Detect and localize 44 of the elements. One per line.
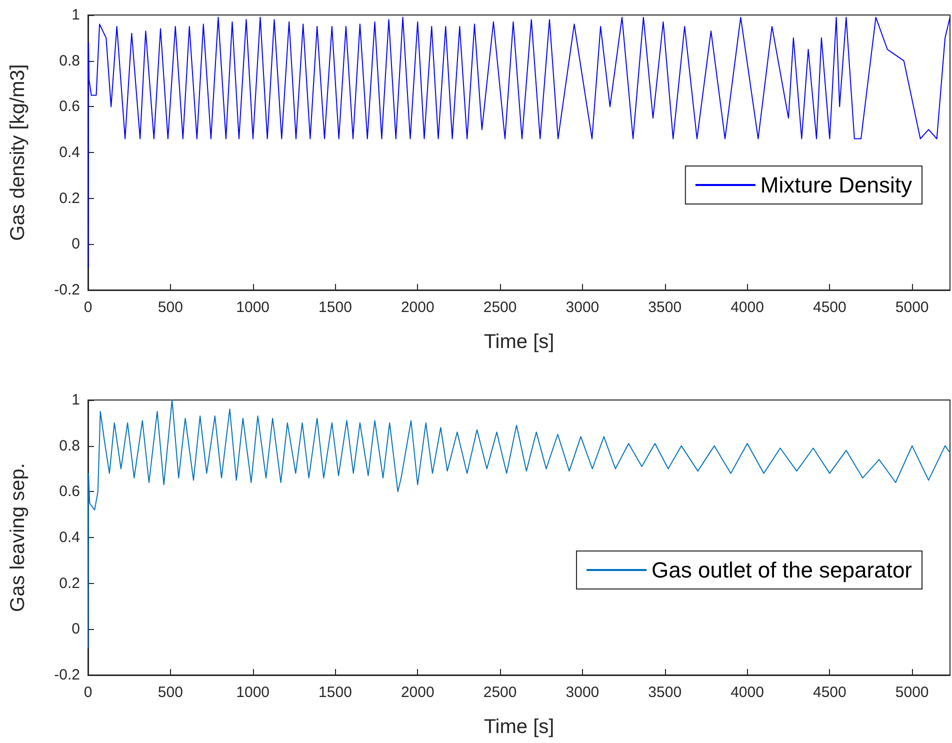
- y-axis-title: Gas density [kg/m3]: [7, 64, 29, 241]
- x-tick-label: 500: [158, 299, 183, 316]
- x-tick-label: 4500: [812, 684, 846, 701]
- y-tick-label: 0: [72, 236, 80, 253]
- x-axis-title: Time [s]: [484, 716, 554, 738]
- y-axis-title: Gas leaving sep.: [7, 463, 29, 612]
- y-tick-label: -0.2: [54, 666, 80, 684]
- y-tick-label: -0.2: [54, 282, 80, 298]
- y-tick-label: 0.6: [59, 483, 80, 500]
- x-tick-label: 1500: [318, 299, 352, 316]
- x-tick-label: 5000: [895, 684, 929, 701]
- y-tick-label: 0.8: [59, 52, 80, 70]
- x-tick-label: 2500: [483, 299, 517, 316]
- x-tick-label: 3500: [648, 684, 682, 701]
- y-tick-label: 0.4: [59, 144, 80, 161]
- x-tick-label: 4000: [730, 684, 764, 701]
- y-tick-label: 0.4: [59, 529, 80, 546]
- line-series: [88, 16, 950, 268]
- x-tick-label: 5000: [895, 299, 929, 316]
- y-tick-label: 1: [72, 6, 80, 24]
- x-axis-title: Time [s]: [484, 331, 554, 353]
- y-tick-label: 0.2: [59, 574, 80, 592]
- x-tick-label: 500: [158, 684, 183, 701]
- x-tick-label: 3500: [648, 299, 682, 316]
- x-tick-label: 4500: [812, 299, 846, 316]
- x-tick-label: 2000: [400, 299, 434, 316]
- x-tick-label: 3000: [566, 684, 600, 701]
- y-tick-label: 0: [72, 620, 80, 638]
- legend-label: Mixture Density: [760, 172, 912, 198]
- y-tick-label: 0.2: [59, 190, 80, 207]
- x-tick-label: 1000: [236, 684, 270, 701]
- x-tick-label: 0: [84, 299, 92, 316]
- x-tick-label: 1500: [318, 684, 352, 701]
- x-tick-label: 2000: [400, 684, 434, 701]
- x-tick-label: 4000: [730, 299, 764, 316]
- x-tick-label: 3000: [566, 299, 600, 316]
- y-tick-label: 0.8: [59, 437, 80, 454]
- y-tick-label: 1: [72, 392, 80, 408]
- y-tick-label: 0.6: [59, 98, 80, 116]
- line-series: [88, 400, 950, 648]
- x-tick-label: 1000: [236, 299, 270, 316]
- x-tick-label: 0: [84, 684, 92, 701]
- legend-label: Gas outlet of the separator: [652, 558, 912, 582]
- x-tick-label: 2500: [483, 684, 517, 701]
